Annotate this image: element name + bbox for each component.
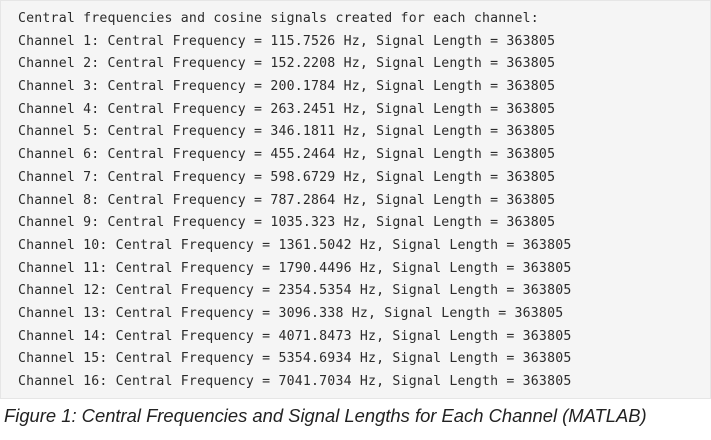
console-line-channel-6: Channel 6: Central Frequency = 455.2464 …: [18, 147, 556, 163]
console-line-channel-16: Channel 16: Central Frequency = 7041.703…: [18, 374, 572, 389]
console-line-channel-11: Channel 11: Central Frequency = 1790.449…: [18, 260, 572, 276]
console-line-channel-4: Channel 4: Central Frequency = 263.2451 …: [18, 101, 556, 117]
figure-caption: Figure 1: Central Frequencies and Signal…: [4, 405, 647, 426]
console-line-channel-14: Channel 14: Central Frequency = 4071.847…: [18, 328, 572, 344]
console-line-channel-3: Channel 3: Central Frequency = 200.1784 …: [18, 79, 556, 95]
console-line-channel-12: Channel 12: Central Frequency = 2354.535…: [18, 283, 572, 299]
console-line-channel-13: Channel 13: Central Frequency = 3096.338…: [18, 305, 564, 321]
console-output-panel: Central frequencies and cosine signals c…: [0, 0, 711, 399]
console-line-channel-15: Channel 15: Central Frequency = 5354.693…: [18, 351, 572, 367]
console-line-channel-1: Channel 1: Central Frequency = 115.7526 …: [18, 33, 556, 49]
console-line-channel-2: Channel 2: Central Frequency = 152.2208 …: [18, 56, 556, 72]
console-lines: Central frequencies and cosine signals c…: [18, 8, 572, 394]
console-line-channel-7: Channel 7: Central Frequency = 598.6729 …: [18, 169, 556, 185]
console-line-channel-9: Channel 9: Central Frequency = 1035.323 …: [18, 215, 556, 231]
console-line-channel-5: Channel 5: Central Frequency = 346.1811 …: [18, 124, 556, 140]
console-line-channel-10: Channel 10: Central Frequency = 1361.504…: [18, 237, 572, 253]
console-line-channel-8: Channel 8: Central Frequency = 787.2864 …: [18, 192, 556, 208]
console-header-line: Central frequencies and cosine signals c…: [18, 11, 539, 26]
